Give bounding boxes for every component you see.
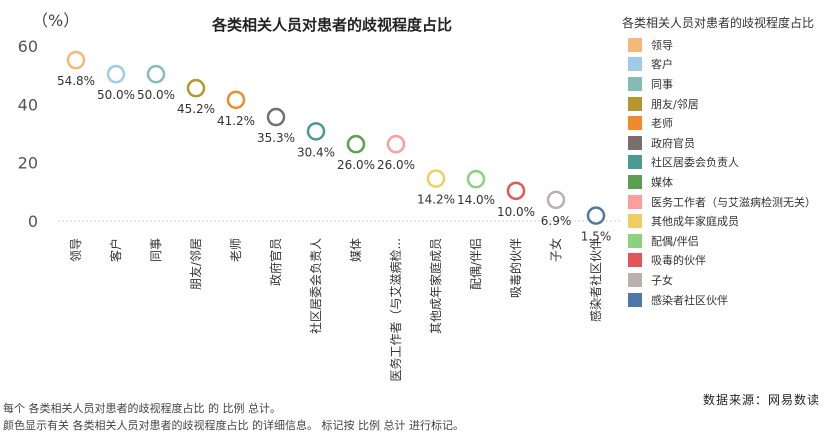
data-point xyxy=(386,134,406,154)
legend-item: 领导 xyxy=(622,35,830,55)
y-axis-unit: （%） xyxy=(32,11,79,30)
legend-swatch xyxy=(628,292,642,307)
legend-item: 客户 xyxy=(622,55,830,75)
data-label: 54.8% xyxy=(57,74,95,88)
data-point xyxy=(546,190,566,210)
y-tick-label: 40 xyxy=(18,95,38,114)
legend: 各类相关人员对患者的歧视程度占比 领导客户同事朋友/邻居老师政府官员社区居委会负… xyxy=(622,14,830,309)
data-label: 45.2% xyxy=(177,102,215,116)
legend-item: 社区居委会负责人 xyxy=(622,153,830,173)
legend-item: 感染者社区伙伴 xyxy=(622,290,830,310)
x-tick-label: 感染者社区伙伴 xyxy=(588,238,603,322)
legend-item: 配偶/伴侣 xyxy=(622,231,830,251)
legend-swatch xyxy=(628,174,642,189)
legend-label: 政府官员 xyxy=(651,136,695,150)
footnote-line-1: 每个 各类相关人员对患者的歧视程度占比 的 比例 总计。 xyxy=(3,402,281,415)
data-point xyxy=(266,107,286,127)
data-point xyxy=(586,206,606,225)
legend-swatch xyxy=(628,96,642,111)
data-label: 26.0% xyxy=(377,158,415,172)
x-tick-label: 领导 xyxy=(69,238,83,262)
data-point xyxy=(346,134,366,154)
legend-label: 媒体 xyxy=(651,175,673,189)
legend-item: 朋友/邻居 xyxy=(622,94,830,114)
legend-label: 客户 xyxy=(651,58,673,72)
x-tick-label: 同事 xyxy=(149,238,163,262)
legend-label: 感染者社区伙伴 xyxy=(651,293,728,307)
legend-item: 同事 xyxy=(622,74,830,94)
data-point xyxy=(426,169,446,188)
legend-item: 子女 xyxy=(622,270,830,290)
data-point xyxy=(506,181,526,201)
chart-title: 各类相关人员对患者的歧视程度占比 xyxy=(211,16,452,34)
legend-label: 配偶/伴侣 xyxy=(651,234,699,248)
data-label: 50.0% xyxy=(97,88,135,102)
y-tick-label: 20 xyxy=(18,154,38,173)
x-tick-label: 吸毒的伙伴 xyxy=(508,238,523,298)
footnote-line-2: 颜色显示有关 各类相关人员对患者的歧视程度占比 的详细信息。 标记按 比例 总计… xyxy=(3,419,464,432)
x-tick-label: 医务工作者（与艾滋病检... xyxy=(388,238,403,381)
data-label: 6.9% xyxy=(541,214,572,228)
legend-swatch xyxy=(628,116,642,131)
legend-item: 老师 xyxy=(622,113,830,133)
legend-swatch xyxy=(628,253,642,268)
legend-item: 医务工作者（与艾滋病检测无关） xyxy=(622,192,830,212)
legend-title: 各类相关人员对患者的歧视程度占比 xyxy=(622,16,815,30)
y-tick-label: 0 xyxy=(28,212,38,231)
legend-swatch xyxy=(628,57,642,72)
data-point xyxy=(226,90,246,110)
x-tick-label: 配偶/伴侣 xyxy=(468,238,483,290)
legend-swatch xyxy=(628,76,642,91)
legend-swatch xyxy=(628,155,642,170)
legend-label: 其他成年家庭成员 xyxy=(651,215,739,229)
legend-label: 吸毒的伙伴 xyxy=(651,254,706,268)
x-tick-label: 朋友/邻居 xyxy=(189,238,203,290)
x-tick-label: 客户 xyxy=(108,238,123,262)
legend-label: 同事 xyxy=(651,77,673,91)
legend-item: 政府官员 xyxy=(622,133,830,153)
legend-item: 吸毒的伙伴 xyxy=(622,251,830,271)
x-tick-label: 社区居委会负责人 xyxy=(308,238,323,334)
legend-label: 社区居委会负责人 xyxy=(651,156,739,170)
data-point xyxy=(66,50,86,70)
data-label: 50.0% xyxy=(137,88,175,102)
legend-swatch xyxy=(628,37,642,52)
legend-swatch xyxy=(628,272,642,287)
legend-label: 老师 xyxy=(651,117,673,131)
legend-label: 子女 xyxy=(651,273,673,287)
data-point xyxy=(106,64,126,84)
legend-item: 其他成年家庭成员 xyxy=(622,211,830,231)
data-label: 14.0% xyxy=(457,193,495,207)
data-point xyxy=(466,169,486,189)
legend-swatch xyxy=(628,214,642,229)
data-label: 1.5% xyxy=(581,230,612,244)
x-tick-label: 媒体 xyxy=(349,238,363,262)
legend-label: 领导 xyxy=(651,38,673,52)
legend-label: 朋友/邻居 xyxy=(651,97,699,111)
data-label: 26.0% xyxy=(337,158,375,172)
data-point xyxy=(146,64,166,84)
x-tick-label: 其他成年家庭成员 xyxy=(428,238,443,334)
data-label: 41.2% xyxy=(217,114,255,128)
legend-swatch xyxy=(628,194,642,209)
legend-label: 医务工作者（与艾滋病检测无关） xyxy=(651,195,816,209)
data-label: 14.2% xyxy=(417,193,455,207)
data-source: 数据来源：网易数读 xyxy=(702,393,820,407)
data-label: 30.4% xyxy=(297,145,335,159)
data-point xyxy=(186,78,206,98)
x-tick-label: 政府官员 xyxy=(268,238,283,286)
x-tick-label: 老师 xyxy=(229,238,243,262)
legend-item: 媒体 xyxy=(622,172,830,192)
data-point xyxy=(306,122,326,141)
legend-swatch xyxy=(628,135,642,150)
y-tick-label: 60 xyxy=(18,37,38,56)
data-label: 35.3% xyxy=(257,131,295,145)
data-label: 10.0% xyxy=(497,205,535,219)
legend-swatch xyxy=(628,233,642,248)
x-tick-label: 子女 xyxy=(548,238,563,262)
